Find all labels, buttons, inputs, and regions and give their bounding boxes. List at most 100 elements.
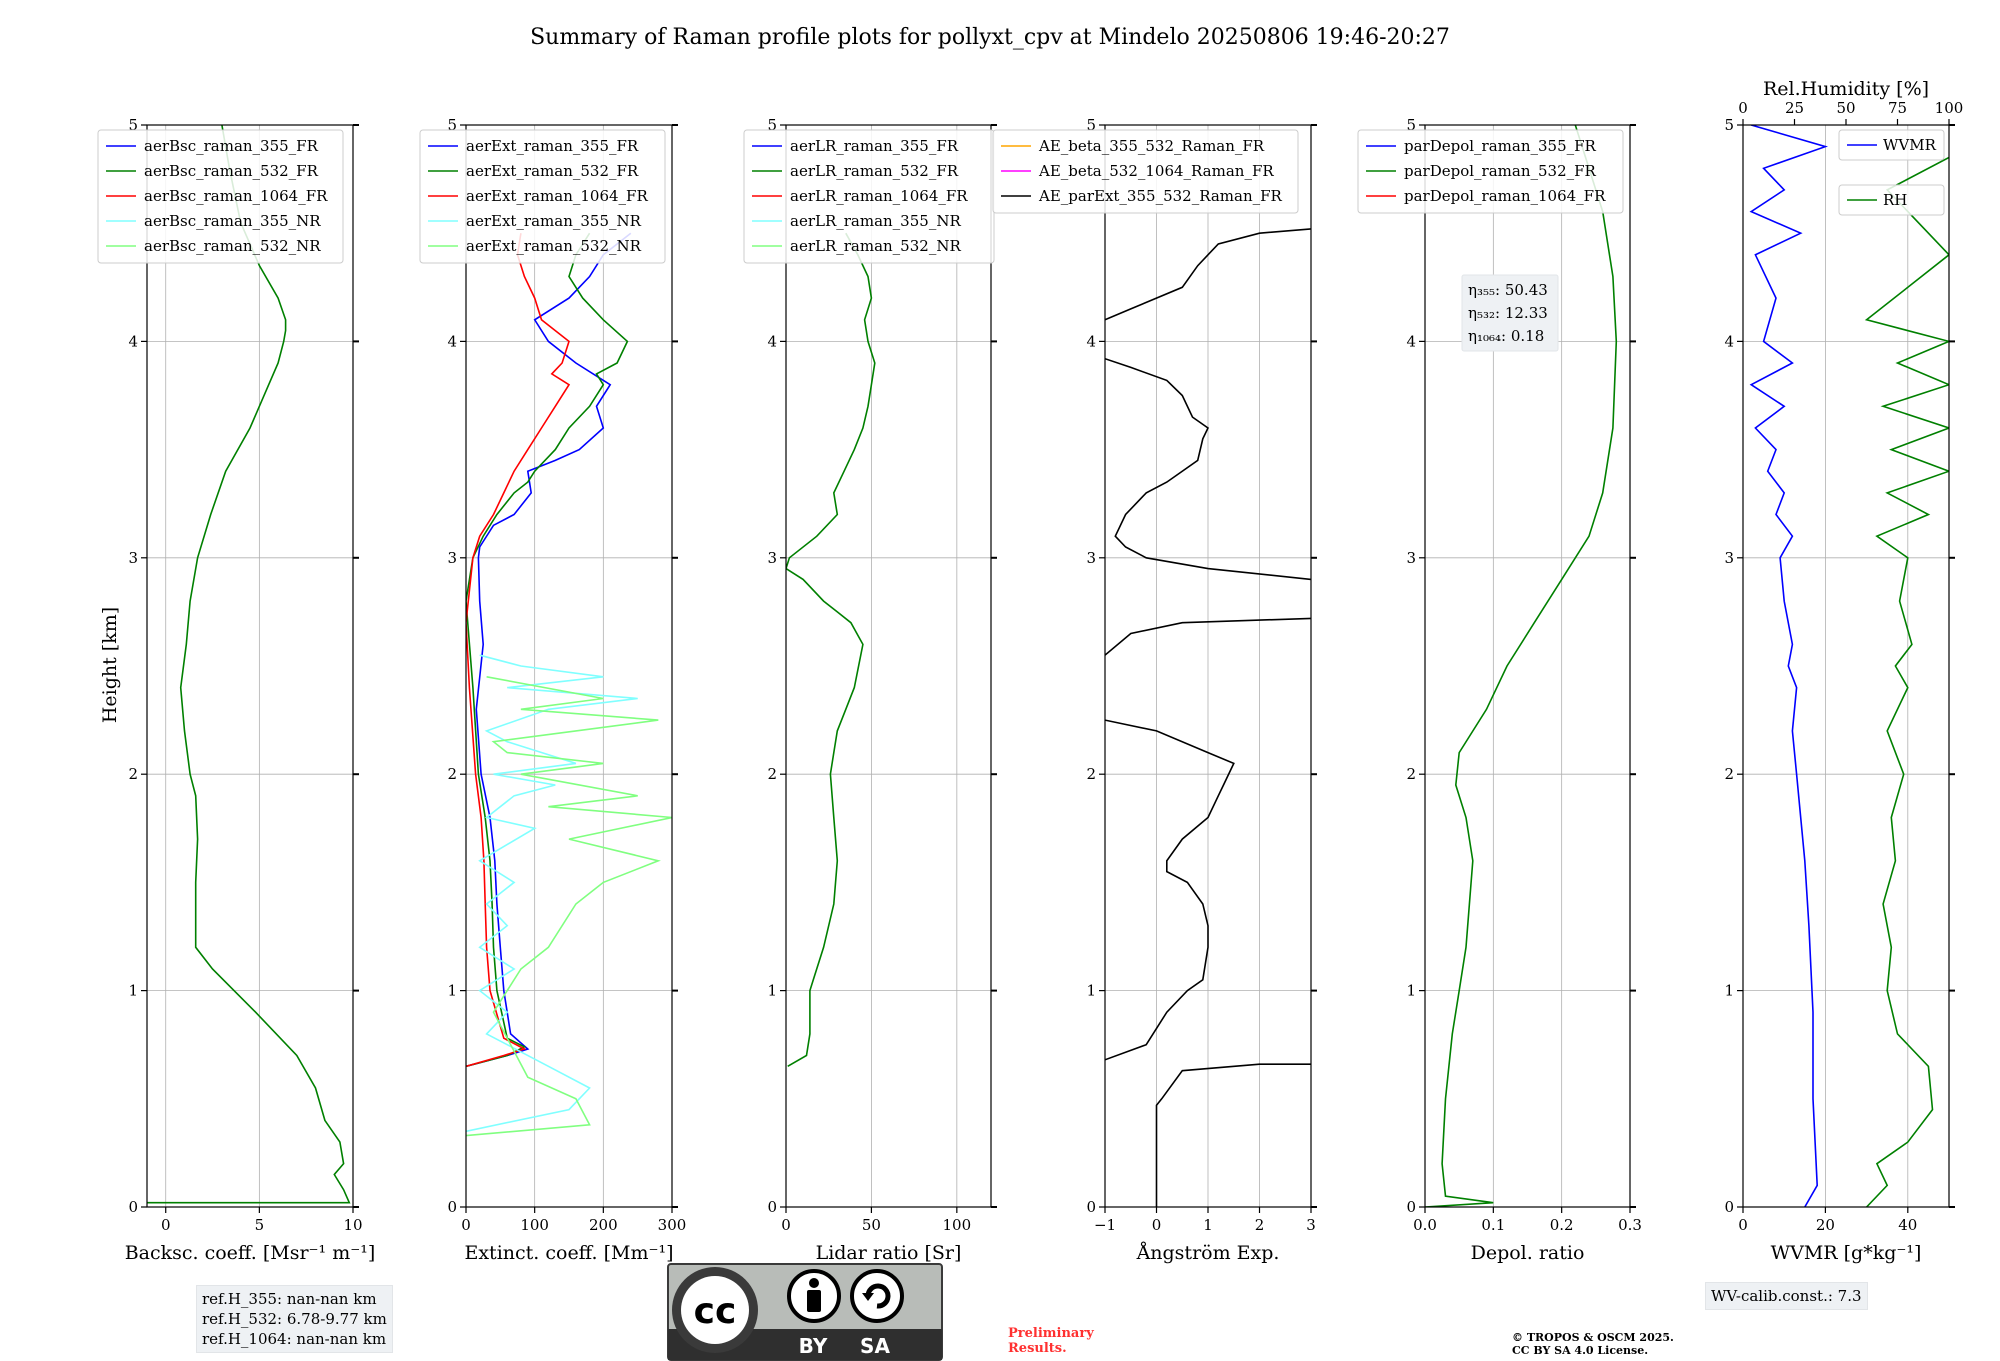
y-tick-label: 1 xyxy=(447,982,457,1000)
legend-label: aerBsc_raman_532_NR xyxy=(144,237,321,255)
chart-panel: 0 1 2 3 4 5 0.0 0.1 0.2 0.3 Depol. ratio parDepol_r… xyxy=(1357,116,1642,1264)
copyright-note: © TROPOS & OSCM 2025. CC BY SA 4.0 Licen… xyxy=(1512,1331,1674,1357)
panel-frame xyxy=(1424,124,1631,1208)
chart-panel: 0 1 2 3 4 5 0 5 10 Backsc. coeff. [Msr⁻¹ m⁻¹] aerB… xyxy=(97,116,376,1264)
legend-label: AE_beta_355_532_Raman_FR xyxy=(1038,137,1265,155)
series-line xyxy=(466,232,629,1068)
annotation-line: η₅₃₂: 12.33 xyxy=(1468,304,1548,322)
x-tick-label: 0 xyxy=(1738,1216,1748,1234)
annotation-line: η₁₀₆₄: 0.18 xyxy=(1468,327,1544,345)
y-tick-label: 2 xyxy=(1406,765,1416,783)
x-axis-label: Backsc. coeff. [Msr⁻¹ m⁻¹] xyxy=(125,1242,376,1264)
x2-tick-label: 100 xyxy=(1935,99,1964,117)
legend-box xyxy=(1838,184,1945,216)
panel-frame xyxy=(465,124,673,1208)
legend-label: aerExt_raman_355_NR xyxy=(466,212,642,230)
legend-label: aerLR_raman_532_NR xyxy=(790,237,961,255)
y-tick-label: 4 xyxy=(1086,332,1096,350)
legend-box xyxy=(1838,129,1945,161)
x-axis-label: Depol. ratio xyxy=(1471,1242,1585,1264)
legend-box xyxy=(1357,129,1624,214)
refbox-line: ref.H_532: 6.78-9.77 km xyxy=(202,1310,387,1328)
y-tick-label: 4 xyxy=(767,332,777,350)
y-tick-label: 3 xyxy=(128,549,138,567)
wv-calibration-text: WV-calib.const.: 7.3 xyxy=(1711,1287,1862,1305)
y-tick-label: 3 xyxy=(1724,549,1734,567)
series-line xyxy=(786,232,876,1067)
y-tick-label: 3 xyxy=(1406,549,1416,567)
y-tick-label: 4 xyxy=(447,332,457,350)
legend-box xyxy=(97,129,344,264)
legend-label: aerExt_raman_355_FR xyxy=(466,137,639,155)
x-tick-label: 0 xyxy=(161,1216,171,1234)
preliminary-note: Preliminary Results. xyxy=(1008,1326,1094,1356)
x-tick-label: 100 xyxy=(520,1216,549,1234)
wv-calibration-box: WV-calib.const.: 7.3 xyxy=(1705,1282,1868,1310)
license-sa-label: SA xyxy=(860,1334,890,1358)
chart-panel: 0 1 2 3 4 5 0 100 200 300 Extinct. coeff. [Mm⁻¹] ae… xyxy=(419,116,686,1264)
legend-label: aerBsc_raman_532_FR xyxy=(144,162,319,180)
legend-label: aerLR_raman_355_NR xyxy=(790,212,961,230)
panel-frame xyxy=(1742,124,1950,1208)
x-tick-label: 40 xyxy=(1898,1216,1917,1234)
series-line xyxy=(1749,125,1829,1207)
annotation-box xyxy=(1461,274,1559,352)
x2-tick-label: 50 xyxy=(1836,99,1855,117)
y-tick-label: 0 xyxy=(767,1198,777,1216)
x-tick-label: −1 xyxy=(1094,1216,1116,1234)
y-tick-label: 5 xyxy=(447,116,457,134)
y-tick-label: 4 xyxy=(1406,332,1416,350)
x-tick-label: 5 xyxy=(255,1216,265,1234)
y-tick-label: 1 xyxy=(1724,982,1734,1000)
y-tick-label: 5 xyxy=(1724,116,1734,134)
x-tick-label: 100 xyxy=(943,1216,972,1234)
legend-label: aerLR_raman_1064_FR xyxy=(790,187,968,205)
y-tick-label: 2 xyxy=(447,765,457,783)
refbox-line: ref.H_1064: nan-nan km xyxy=(202,1330,387,1348)
license-by-label: BY xyxy=(799,1334,828,1358)
legend-label: AE_beta_532_1064_Raman_FR xyxy=(1038,162,1274,180)
x2-axis-label: Rel.Humidity [%] xyxy=(1763,78,1929,100)
series-line xyxy=(147,125,351,1204)
y-tick-label: 2 xyxy=(1086,765,1096,783)
panel-frame xyxy=(146,124,354,1208)
legend-label: aerExt_raman_532_NR xyxy=(466,237,642,255)
preliminary-line: Preliminary xyxy=(1008,1326,1094,1341)
x-tick-label: 0 xyxy=(461,1216,471,1234)
legend-label: aerBsc_raman_1064_FR xyxy=(144,187,328,205)
y-tick-label: 5 xyxy=(1086,116,1096,134)
y-tick-label: 2 xyxy=(128,765,138,783)
series-line xyxy=(1425,125,1618,1207)
series-line xyxy=(466,232,632,1068)
legend-label: aerExt_raman_1064_FR xyxy=(466,187,648,205)
y-tick-label: 0 xyxy=(1406,1198,1416,1216)
y-axis-label: Height [km] xyxy=(99,607,121,723)
y-tick-label: 5 xyxy=(1406,116,1416,134)
panel-frame xyxy=(785,124,992,1208)
y-tick-label: 2 xyxy=(1724,765,1734,783)
legend-label: aerExt_raman_532_FR xyxy=(466,162,639,180)
x-tick-label: 0 xyxy=(1152,1216,1162,1234)
series-line xyxy=(466,676,672,1137)
x2-tick-label: 75 xyxy=(1888,99,1907,117)
series-line xyxy=(1105,228,1311,1207)
legend-label: parDepol_raman_355_FR xyxy=(1404,137,1597,155)
x-tick-label: 10 xyxy=(343,1216,362,1234)
y-tick-label: 1 xyxy=(128,982,138,1000)
x2-tick-label: 25 xyxy=(1785,99,1804,117)
x-tick-label: 0.1 xyxy=(1481,1216,1505,1234)
series-line xyxy=(466,654,638,1133)
legend-label: WVMR xyxy=(1883,136,1937,154)
x-tick-label: 50 xyxy=(862,1216,881,1234)
copyright-line: CC BY SA 4.0 License. xyxy=(1512,1344,1649,1357)
y-tick-label: 4 xyxy=(1724,332,1734,350)
legend-label: parDepol_raman_532_FR xyxy=(1404,162,1597,180)
x-tick-label: 0.2 xyxy=(1550,1216,1574,1234)
y-tick-label: 5 xyxy=(128,116,138,134)
y-tick-label: 3 xyxy=(1086,549,1096,567)
